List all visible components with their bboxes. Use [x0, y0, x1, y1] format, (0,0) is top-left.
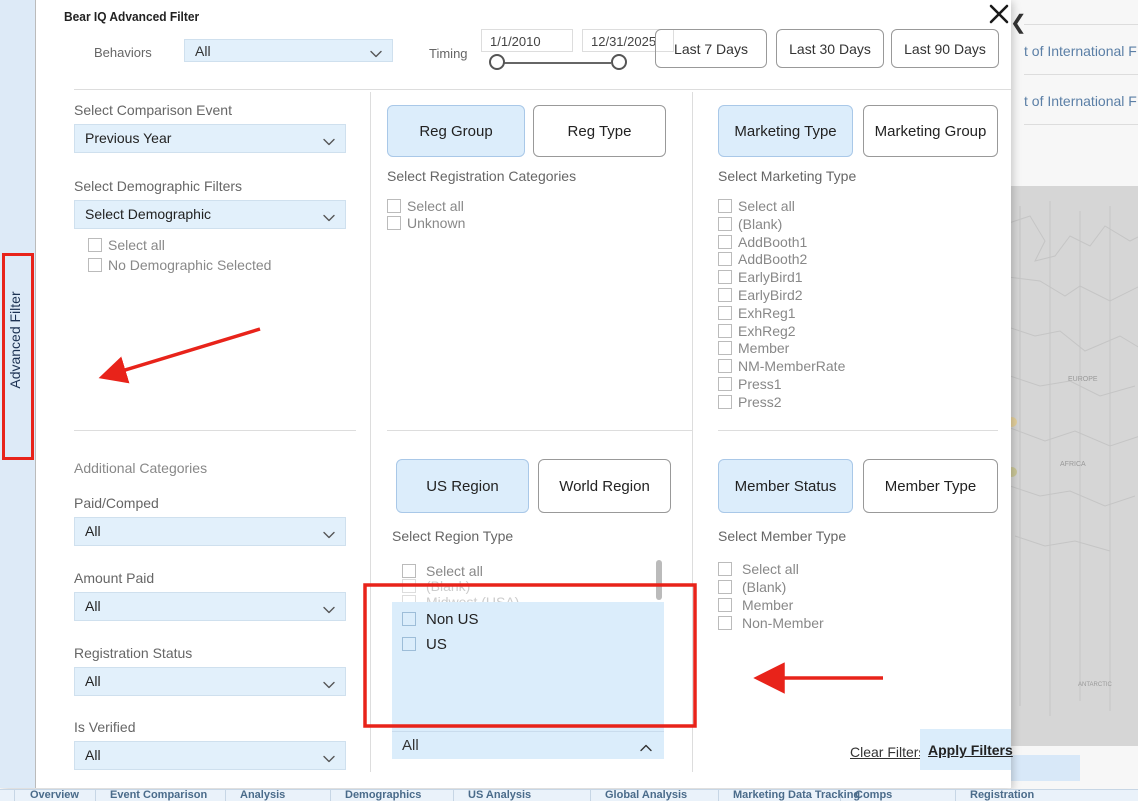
svg-text:AFRICA: AFRICA	[1060, 461, 1086, 468]
svg-text:EUROPE: EUROPE	[1068, 376, 1098, 383]
svg-text:ANTARCTIC: ANTARCTIC	[1078, 682, 1113, 688]
